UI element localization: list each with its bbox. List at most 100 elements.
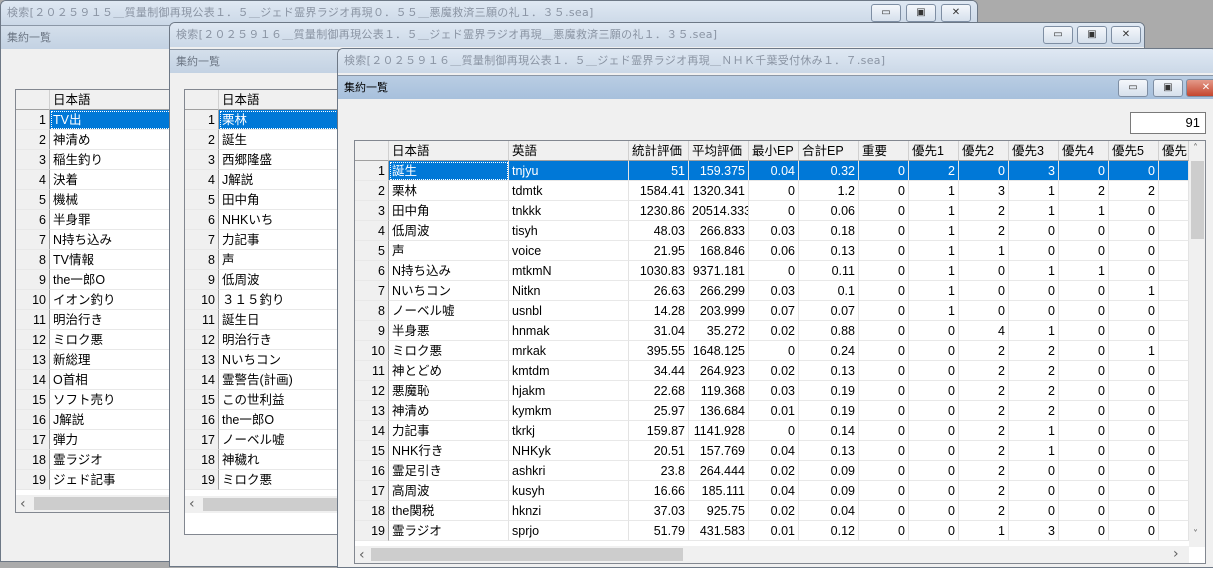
table-cell[interactable]: 0 [1059,521,1109,541]
column-header[interactable]: 優先5 [1109,141,1159,161]
horizontal-scrollbar[interactable]: ‹ › [355,546,1189,563]
table-cell[interactable]: ミロク悪 [389,341,509,361]
table-cell[interactable]: 0 [1109,441,1159,461]
table-cell[interactable]: この世利益 [219,390,343,410]
table-cell[interactable]: 1 [959,521,1009,541]
table-cell[interactable]: 0.02 [749,501,799,521]
horizontal-scrollbar[interactable]: ‹ [16,495,174,512]
table-cell[interactable]: 0 [959,261,1009,281]
table-row[interactable]: 18 the関税 hknzi 37.03 925.75 0.02 0.04 0 0 2 0 0 0 [355,501,1205,521]
table-cell[interactable]: 26.63 [629,281,689,301]
table-cell[interactable]: NHKyk [509,441,629,461]
table-cell[interactable]: 2 [959,441,1009,461]
table-row[interactable]: 4 J解説 [185,170,343,190]
table-cell[interactable]: 0 [1109,481,1159,501]
table-cell[interactable]: 0.02 [749,361,799,381]
table-cell[interactable]: tisyh [509,221,629,241]
table-cell[interactable]: 0 [959,161,1009,181]
table-cell[interactable]: 0.24 [799,341,859,361]
table-cell[interactable]: 2 [959,461,1009,481]
scroll-left-icon[interactable]: ‹ [20,496,26,512]
table-cell[interactable]: 0.32 [799,161,859,181]
table-cell[interactable]: 0 [1059,161,1109,181]
table-cell[interactable]: ３１５釣り [219,290,343,310]
table-cell[interactable]: 25.97 [629,401,689,421]
column-header[interactable]: 平均評価 [689,141,749,161]
table-cell[interactable]: 0.04 [749,161,799,181]
table-cell[interactable] [1159,441,1189,461]
close-button[interactable]: ✕ [1111,26,1141,44]
table-cell[interactable]: 264.923 [689,361,749,381]
table-cell[interactable]: mtkmN [509,261,629,281]
table-cell[interactable]: J解説 [50,410,174,430]
table-cell[interactable]: 0 [1059,221,1109,241]
table-cell[interactable]: 34.44 [629,361,689,381]
table-cell[interactable]: 0 [749,341,799,361]
table-row[interactable]: 11 誕生日 [185,310,343,330]
table-cell[interactable]: 2 [959,401,1009,421]
maximize-button[interactable]: ▣ [1153,79,1183,97]
table-cell[interactable]: 0 [859,281,909,301]
table-cell[interactable]: 51.79 [629,521,689,541]
table-cell[interactable]: 159.87 [629,421,689,441]
table-cell[interactable]: the一郎O [50,270,174,290]
table-cell[interactable]: 声 [389,241,509,261]
table-row[interactable]: 9 the一郎O [16,270,174,290]
scrollbar-thumb[interactable] [371,548,683,561]
table-cell[interactable]: 0.06 [799,201,859,221]
table-cell[interactable]: 1141.928 [689,421,749,441]
table-cell[interactable]: 0 [909,421,959,441]
table-cell[interactable]: 0 [749,421,799,441]
table-row[interactable]: 6 NHKいち [185,210,343,230]
table-cell[interactable]: 0 [1109,241,1159,261]
table-cell[interactable]: 0.03 [749,381,799,401]
table-cell[interactable]: 0 [859,321,909,341]
table-cell[interactable]: 0 [859,161,909,181]
table-cell[interactable]: 0 [1109,261,1159,281]
table-row[interactable]: 17 弾力 [16,430,174,450]
table-cell[interactable]: 0 [1059,421,1109,441]
table-cell[interactable]: 0 [1059,321,1109,341]
table-cell[interactable]: 0 [859,521,909,541]
table-cell[interactable]: 1320.341 [689,181,749,201]
table-cell[interactable]: NHKいち [219,210,343,230]
column-header[interactable]: 統計評価 [629,141,689,161]
table-cell[interactable] [1159,181,1189,201]
table-cell[interactable]: 0 [1059,301,1109,321]
table-cell[interactable]: 1 [1009,441,1059,461]
table-row[interactable]: 13 神清め kymkm 25.97 136.684 0.01 0.19 0 0 2 2 0 0 [355,401,1205,421]
table-cell[interactable]: 0.06 [749,241,799,261]
table-cell[interactable]: tnkkk [509,201,629,221]
table-row[interactable]: 9 低周波 [185,270,343,290]
table-cell[interactable]: 0 [959,281,1009,301]
table-cell[interactable]: 0 [1109,301,1159,321]
table-cell[interactable]: 霊警告(計画) [219,370,343,390]
table-cell[interactable]: 0.01 [749,521,799,541]
table-row[interactable]: 10 イオン釣り [16,290,174,310]
table-cell[interactable]: 1.2 [799,181,859,201]
table-cell[interactable] [1159,341,1189,361]
table-cell[interactable]: 3 [1009,521,1059,541]
table-row[interactable]: 1 栗林 [185,110,343,130]
table-cell[interactable]: 0 [1109,401,1159,421]
table-cell[interactable] [1159,421,1189,441]
table-cell[interactable]: 3 [959,181,1009,201]
table-cell[interactable] [1159,321,1189,341]
close-button[interactable]: ✕ [1186,79,1213,97]
table-cell[interactable]: 0 [859,361,909,381]
table-cell[interactable]: 0 [1059,361,1109,381]
table-cell[interactable]: 14.28 [629,301,689,321]
table-row[interactable]: 11 明治行き [16,310,174,330]
table-row[interactable]: 8 TV情報 [16,250,174,270]
table-cell[interactable]: 稲生釣り [50,150,174,170]
column-header[interactable]: 日本語 [219,90,343,110]
table-row[interactable]: 12 明治行き [185,330,343,350]
table-cell[interactable]: 0 [909,341,959,361]
table-cell[interactable] [1159,521,1189,541]
table-cell[interactable]: tdmtk [509,181,629,201]
table-row[interactable]: 16 the一郎O [185,410,343,430]
table-cell[interactable]: 栗林 [389,181,509,201]
table-cell[interactable]: 0.18 [799,221,859,241]
table-row[interactable]: 3 稲生釣り [16,150,174,170]
table-cell[interactable]: 185.111 [689,481,749,501]
